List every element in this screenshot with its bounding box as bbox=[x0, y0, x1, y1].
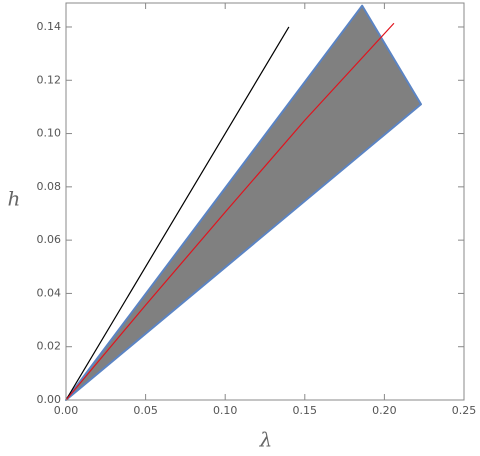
y-tick-label: 0.06 bbox=[37, 233, 62, 246]
y-tick-label: 0.10 bbox=[37, 127, 62, 140]
x-tick-label: 0.25 bbox=[452, 404, 477, 417]
y-tick-label: 0.04 bbox=[37, 286, 62, 299]
frame bbox=[65, 2, 465, 401]
y-tick-label: 0.14 bbox=[37, 20, 62, 33]
line bbox=[65, 26, 290, 401]
y-tick-label: 0.02 bbox=[37, 340, 62, 353]
x-tick-label: 0.15 bbox=[293, 404, 318, 417]
area bbox=[65, 4, 423, 401]
x-tick-label: 0.10 bbox=[213, 404, 238, 417]
x-axis-label: λ bbox=[259, 428, 273, 452]
x-tick-label: 0.00 bbox=[54, 404, 79, 417]
y-tick-label: 0.12 bbox=[37, 73, 62, 86]
y-axis-label: h bbox=[8, 187, 21, 211]
y-tick-label: 0.08 bbox=[37, 180, 62, 193]
x-tick-label: 0.05 bbox=[133, 404, 158, 417]
x-tick-label: 0.20 bbox=[372, 404, 397, 417]
y-tick-label: 0.00 bbox=[37, 393, 62, 406]
line bbox=[65, 22, 395, 401]
